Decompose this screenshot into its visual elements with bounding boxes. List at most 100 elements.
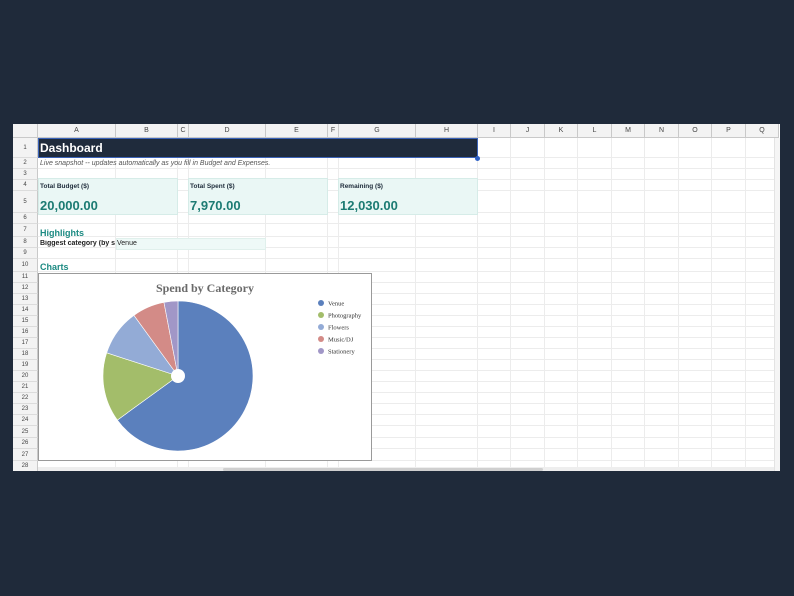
gridline-horizontal — [38, 337, 774, 338]
gridline-horizontal — [38, 359, 774, 360]
row-header-25[interactable]: 25 — [13, 426, 38, 438]
gridline-horizontal — [38, 168, 774, 169]
column-header-k[interactable]: K — [545, 124, 578, 138]
gridline-horizontal — [38, 258, 774, 259]
gridline-horizontal — [38, 448, 774, 449]
row-header-4[interactable]: 4 — [13, 180, 38, 191]
gridline-horizontal — [38, 348, 774, 349]
column-header-q[interactable]: Q — [746, 124, 779, 138]
row-header-7[interactable]: 7 — [13, 224, 38, 237]
biggest-category-cell[interactable] — [116, 238, 266, 250]
gridline-horizontal — [38, 223, 774, 224]
row-header-1[interactable]: 1 — [13, 138, 38, 158]
biggest-category-label: Biggest category (by spend) — [40, 240, 115, 247]
legend-marker-flowers — [318, 324, 324, 330]
pie-chart[interactable]: Spend by Category Venue Photography Flower… — [38, 273, 372, 461]
row-header-2[interactable]: 2 — [13, 158, 38, 169]
gridline-horizontal — [38, 403, 774, 404]
row-header-17[interactable]: 17 — [13, 338, 38, 349]
column-header-i[interactable]: I — [478, 124, 511, 138]
row-header-22[interactable]: 22 — [13, 393, 38, 404]
row-header-24[interactable]: 24 — [13, 415, 38, 426]
row-header-13[interactable]: 13 — [13, 294, 38, 305]
row-header-28[interactable]: 28 — [13, 461, 38, 471]
row-header-15[interactable]: 15 — [13, 316, 38, 327]
row-header-11[interactable]: 11 — [13, 272, 38, 283]
kpi-remaining-label: Remaining ($) — [340, 183, 383, 190]
select-all-corner[interactable] — [13, 124, 38, 138]
legend-marker-stationery — [318, 348, 324, 354]
legend-marker-music-dj — [318, 336, 324, 342]
row-header-6[interactable]: 6 — [13, 213, 38, 224]
kpi-remaining-box[interactable] — [338, 178, 478, 215]
legend-label-venue: Venue — [328, 301, 344, 308]
pie-slice-venue[interactable] — [116, 300, 254, 452]
dashboard-subtitle: Live snapshot -- updates automatically a… — [40, 160, 271, 167]
selection-fill-handle[interactable] — [475, 156, 480, 161]
row-header-26[interactable]: 26 — [13, 438, 38, 449]
column-header-o[interactable]: O — [679, 124, 712, 138]
gridline-horizontal — [38, 460, 774, 461]
column-header-m[interactable]: M — [612, 124, 645, 138]
horizontal-scroll-thumb[interactable] — [223, 468, 543, 471]
biggest-category-value: Venue — [117, 240, 137, 247]
gridline-horizontal — [38, 326, 774, 327]
kpi-spent-value: 7,970.00 — [190, 198, 241, 213]
gridline-horizontal — [38, 315, 774, 316]
row-header-27[interactable]: 27 — [13, 449, 38, 461]
row-header-10[interactable]: 10 — [13, 259, 38, 272]
column-header-f[interactable]: F — [328, 124, 339, 138]
chart-title: Spend by Category — [156, 281, 254, 295]
pie-slice-stationery[interactable] — [163, 300, 179, 377]
row-header-3[interactable]: 3 — [13, 169, 38, 180]
dashboard-title-cell[interactable] — [38, 138, 478, 158]
legend-label-flowers: Flowers — [328, 325, 349, 332]
column-header-n[interactable]: N — [645, 124, 679, 138]
row-header-23[interactable]: 23 — [13, 404, 38, 415]
dashboard-title: Dashboard — [40, 141, 103, 155]
kpi-remaining-value: 12,030.00 — [340, 198, 398, 213]
row-header-16[interactable]: 16 — [13, 327, 38, 338]
gridline-horizontal — [38, 282, 774, 283]
kpi-spent-label: Total Spent ($) — [190, 183, 235, 190]
gridline-horizontal — [38, 370, 774, 371]
legend-label-music-dj: Music/DJ — [328, 337, 354, 344]
vertical-scrollbar[interactable] — [774, 138, 780, 471]
row-header-21[interactable]: 21 — [13, 382, 38, 393]
column-header-h[interactable]: H — [416, 124, 478, 138]
column-header-g[interactable]: G — [339, 124, 416, 138]
gridline-horizontal — [38, 414, 774, 415]
kpi-spent-box[interactable] — [188, 178, 328, 215]
pie-center-hole — [171, 369, 185, 383]
gridline-horizontal — [38, 437, 774, 438]
row-header-9[interactable]: 9 — [13, 248, 38, 259]
row-header-18[interactable]: 18 — [13, 349, 38, 360]
column-header-c[interactable]: C — [178, 124, 189, 138]
gridline-horizontal — [38, 293, 774, 294]
pie-slice-photography[interactable] — [102, 352, 179, 421]
gridline-horizontal — [38, 381, 774, 382]
row-header-14[interactable]: 14 — [13, 305, 38, 316]
kpi-budget-label: Total Budget ($) — [40, 183, 89, 190]
column-header-p[interactable]: P — [712, 124, 746, 138]
column-header-d[interactable]: D — [189, 124, 266, 138]
row-header-20[interactable]: 20 — [13, 371, 38, 382]
row-header-5[interactable]: 5 — [13, 191, 38, 213]
gridline-horizontal — [38, 304, 774, 305]
row-header-19[interactable]: 19 — [13, 360, 38, 371]
column-header-e[interactable]: E — [266, 124, 328, 138]
column-header-a[interactable]: A — [38, 124, 116, 138]
column-header-j[interactable]: J — [511, 124, 545, 138]
legend-marker-photography — [318, 312, 324, 318]
row-header-8[interactable]: 8 — [13, 237, 38, 248]
column-header-l[interactable]: L — [578, 124, 612, 138]
legend-label-stationery: Stationery — [328, 349, 355, 356]
gridline-horizontal — [38, 247, 774, 248]
legend-marker-venue — [318, 300, 324, 306]
row-header-12[interactable]: 12 — [13, 283, 38, 294]
legend-label-photography: Photography — [328, 313, 362, 320]
gridline-horizontal — [38, 236, 774, 237]
kpi-budget-box[interactable] — [38, 178, 178, 215]
column-header-b[interactable]: B — [116, 124, 178, 138]
